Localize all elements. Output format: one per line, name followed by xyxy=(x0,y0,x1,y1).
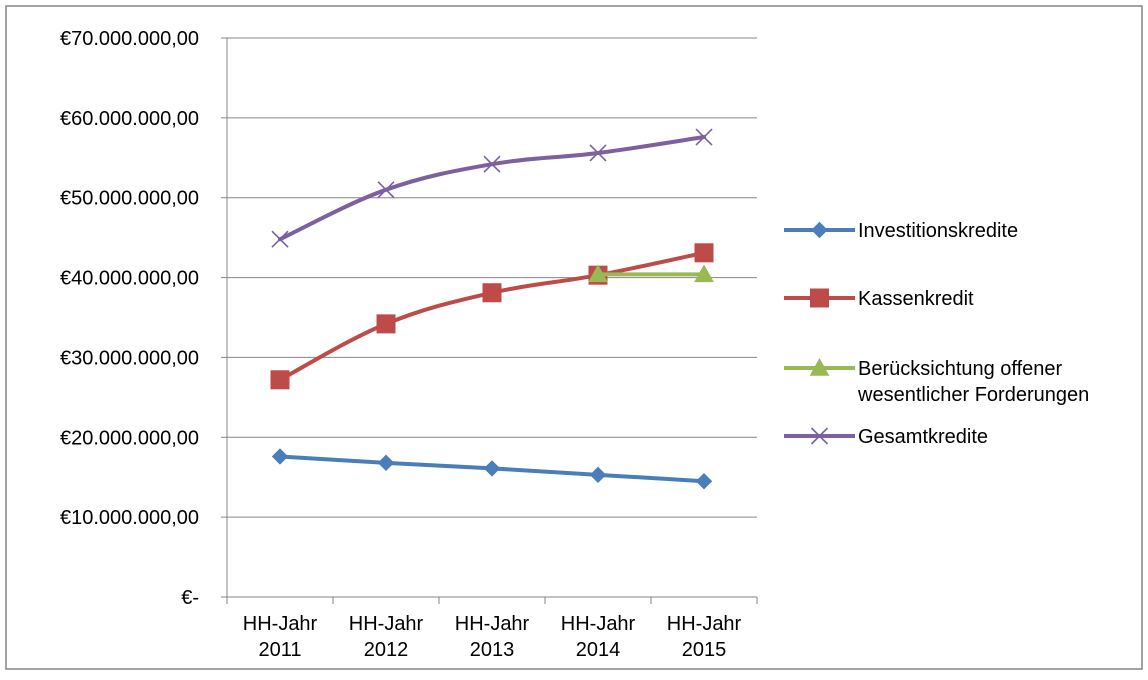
data-point xyxy=(695,128,713,146)
x-tick-label: HH-Jahr 2012 xyxy=(349,613,424,661)
axes: €- €10.000.000,00 €20.000.000,00 €30.000.00… xyxy=(60,28,758,661)
data-point xyxy=(271,448,289,465)
y-tick-label: €50.000.000,00 xyxy=(60,188,199,210)
series-group xyxy=(270,128,714,490)
data-point xyxy=(694,264,714,283)
data-point xyxy=(483,155,501,173)
data-point xyxy=(588,264,608,283)
data-point xyxy=(810,427,829,445)
data-point xyxy=(695,473,713,490)
legend-entry: Investitionskredite xyxy=(784,220,1018,242)
legend-entry: Kassenkredit xyxy=(784,288,974,310)
series xyxy=(271,128,713,248)
data-point xyxy=(376,314,396,334)
data-point xyxy=(589,466,607,484)
y-tick-label: €70.000.000,00 xyxy=(60,28,199,50)
data-point xyxy=(483,460,501,477)
series xyxy=(271,448,713,490)
y-tick-label: €10.000.000,00 xyxy=(60,507,199,529)
legend-label: Berücksichtung offener wesentlicher Forde… xyxy=(857,358,1089,406)
gridlines xyxy=(227,37,757,518)
y-tick-label: €30.000.000,00 xyxy=(60,347,199,369)
data-point xyxy=(811,221,828,239)
data-point xyxy=(589,144,607,162)
data-point xyxy=(377,181,395,199)
legend: Investitionskredite Kassenkredit Berücksic… xyxy=(784,220,1089,448)
y-tick-label: €20.000.000,00 xyxy=(60,427,199,449)
data-point xyxy=(482,283,502,303)
y-tick-label: €40.000.000,00 xyxy=(60,268,199,290)
data-point xyxy=(271,230,289,248)
legend-label: Gesamtkredite xyxy=(858,426,988,448)
series xyxy=(270,243,714,390)
legend-label: Investitionskredite xyxy=(858,220,1018,242)
x-tick-label: HH-Jahr 2011 xyxy=(243,613,318,661)
legend-entry: Berücksichtung offener wesentlicher Forde… xyxy=(784,357,1089,406)
chart-border xyxy=(5,5,1143,670)
y-tick-label: €- xyxy=(181,587,199,609)
legend-entry: Gesamtkredite xyxy=(784,426,988,448)
x-tick-label: HH-Jahr 2015 xyxy=(667,613,742,661)
legend-label: Kassenkredit xyxy=(858,288,974,310)
data-point xyxy=(809,357,830,376)
data-point xyxy=(694,243,714,263)
y-tick-label: €60.000.000,00 xyxy=(60,108,199,130)
series xyxy=(588,264,714,283)
x-tick-label: HH-Jahr 2013 xyxy=(455,613,530,661)
x-tick-label: HH-Jahr 2014 xyxy=(561,613,636,661)
data-point xyxy=(810,288,829,308)
data-point xyxy=(377,454,395,472)
data-point xyxy=(270,370,290,390)
